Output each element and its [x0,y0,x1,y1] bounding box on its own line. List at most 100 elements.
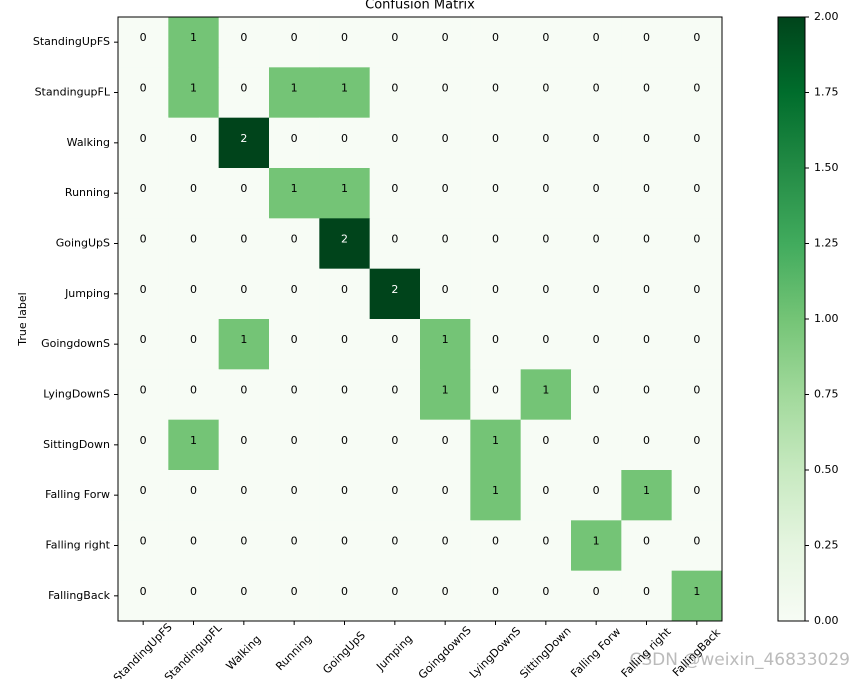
cell [571,168,622,219]
plot-frame [117,16,723,622]
cell [168,419,220,471]
y-tick-label: StandingUpFS [33,35,110,48]
cell [420,470,471,521]
chart-title: Confusion Matrix [365,0,475,13]
cell [671,570,723,622]
cell [118,520,169,572]
cell-label: 0 [140,132,147,145]
cell [269,168,320,219]
cell-label: 0 [442,434,449,447]
cell [671,117,723,169]
cell [319,419,371,471]
cell-label: 0 [643,31,650,44]
cell [571,520,622,572]
cell [470,520,522,572]
cell [118,67,169,119]
cell [218,319,270,370]
cell-label: 0 [693,182,700,195]
cell [218,67,270,119]
cell-label: 0 [643,82,650,95]
cell [621,117,673,169]
cell [269,419,320,471]
cell [118,268,169,320]
cell-label: 0 [341,535,348,548]
cell [218,520,270,572]
x-tick-label: Jumping [373,632,415,674]
cell-label: 0 [140,484,147,497]
cell-label: 0 [442,535,449,548]
cell-label: 0 [442,233,449,246]
cell-label: 0 [542,585,549,598]
cell [369,268,421,320]
cell-label: 0 [391,535,398,548]
cell-label: 0 [190,233,197,246]
cell-label: 0 [140,384,147,397]
y-tick-label: GoingdownS [41,337,110,350]
cell [269,17,320,68]
cell [269,67,320,119]
cell [470,470,522,521]
cell-label: 0 [593,82,600,95]
cell [571,470,622,521]
cell-label: 0 [593,182,600,195]
cell [420,17,471,68]
cell-label: 0 [542,132,549,145]
cell [520,470,572,521]
cell [621,520,673,572]
cell-label: 0 [341,283,348,296]
cell [168,17,220,68]
cell-label: 0 [492,233,499,246]
cell [269,470,320,521]
cell [319,268,371,320]
cell [168,218,220,270]
cell-label: 0 [643,233,650,246]
cell-label: 0 [190,182,197,195]
cell-label: 0 [542,535,549,548]
colorbar-tick-label: 2.00 [814,10,839,23]
cell [571,268,622,320]
cell-label: 0 [492,82,499,95]
cell [319,319,371,370]
cell-label: 0 [492,31,499,44]
cell-label: 0 [492,283,499,296]
cell-label: 0 [341,333,348,346]
cell-label: 0 [391,484,398,497]
colorbar-tick-label: 0.75 [814,388,839,401]
cell [369,419,421,471]
x-tick-label: Running [273,632,314,673]
cell [118,168,169,219]
cell-label: 0 [190,283,197,296]
cell [319,168,371,219]
cell [218,218,270,270]
cell [319,117,371,169]
cell [621,570,673,622]
cell-label: 0 [492,182,499,195]
cell [118,319,169,370]
cell-label: 0 [693,333,700,346]
cell-label: 0 [693,434,700,447]
cell-label: 0 [190,384,197,397]
cell-label: 0 [693,535,700,548]
y-tick-label: Running [65,186,110,199]
cell-label: 0 [140,233,147,246]
cell [369,520,421,572]
cell [470,218,522,270]
cell [269,268,320,320]
y-tick-label: FallingBack [48,589,111,602]
cell-label: 0 [341,384,348,397]
cell-label: 0 [190,333,197,346]
cell [319,67,371,119]
colorbar-tick-label: 1.50 [814,161,839,174]
cell [118,470,169,521]
x-tick-label: GoingUpS [320,629,368,677]
colorbar-tick-label: 0.25 [814,539,839,552]
cell-label: 0 [291,31,298,44]
x-tick-label: LyingDownS [467,624,523,679]
cell [369,470,421,521]
cell [218,470,270,521]
cell [470,319,522,370]
cell [671,369,723,421]
cell-label: 0 [240,484,247,497]
cell [520,520,572,572]
cell-label: 0 [341,434,348,447]
